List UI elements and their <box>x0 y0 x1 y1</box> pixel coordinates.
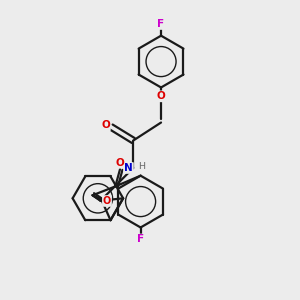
Text: F: F <box>137 235 144 244</box>
Text: O: O <box>157 91 165 101</box>
Text: F: F <box>158 19 165 29</box>
Text: O: O <box>101 120 110 130</box>
Text: N: N <box>124 163 133 173</box>
Text: O: O <box>103 196 111 206</box>
Text: O: O <box>115 158 124 168</box>
Text: H: H <box>138 162 145 171</box>
